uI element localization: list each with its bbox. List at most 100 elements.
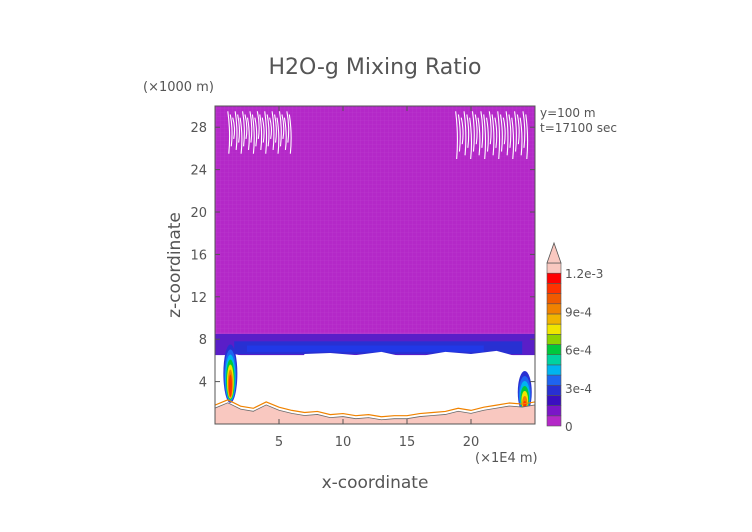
wave-streak bbox=[266, 114, 270, 147]
colorbar-swatch bbox=[546, 283, 562, 294]
colorbar-extend-arrow bbox=[546, 241, 562, 264]
x-tick-label: 5 bbox=[275, 435, 283, 450]
annotation-t: t=17100 sec bbox=[540, 121, 617, 135]
colorbar-swatch bbox=[546, 395, 562, 406]
y-tick-label: 16 bbox=[190, 248, 207, 263]
wave-streak bbox=[239, 117, 243, 154]
plume-contour bbox=[228, 374, 232, 397]
colorbar-tick-label: 9e-4 bbox=[565, 305, 592, 319]
annotation-y: y=100 m bbox=[540, 106, 596, 120]
y-tick-label: 12 bbox=[190, 291, 207, 306]
moist-band bbox=[215, 333, 535, 356]
colorbar-swatch bbox=[546, 364, 562, 376]
wave-streak bbox=[242, 111, 245, 147]
wave-streak bbox=[505, 111, 509, 156]
x-axis: 5 10 15 20 bbox=[275, 106, 479, 450]
wave-streak bbox=[251, 114, 255, 154]
y-axis-label: z-coordinate bbox=[165, 212, 185, 318]
wave-streak bbox=[286, 111, 290, 143]
terrain-contour bbox=[215, 399, 535, 418]
wave-streak bbox=[502, 117, 506, 145]
colorbar-swatch bbox=[546, 374, 562, 386]
wave-streak bbox=[254, 117, 258, 147]
colorbar-swatch bbox=[546, 262, 562, 274]
wave-streak bbox=[477, 117, 481, 156]
y-units-label: (×1000 m) bbox=[143, 80, 214, 95]
y-tick-label: 4 bbox=[199, 376, 207, 391]
wave-streak bbox=[288, 114, 292, 154]
wave-streak bbox=[269, 117, 272, 139]
x-axis-label: x-coordinate bbox=[322, 473, 429, 493]
wave-streak bbox=[508, 114, 512, 148]
colorbar-tick-label: 6e-4 bbox=[565, 344, 592, 358]
plume-1 bbox=[223, 344, 238, 403]
colorbar: 0 3e-4 6e-4 9e-4 1.2e-3 bbox=[546, 241, 603, 434]
colorbar-swatch bbox=[546, 344, 562, 355]
x-units-label: (×1E4 m) bbox=[475, 451, 538, 466]
wave-streak bbox=[274, 114, 277, 143]
wave-streak bbox=[511, 117, 515, 160]
upper-layer-grid bbox=[215, 106, 535, 334]
y-tick-label: 20 bbox=[190, 206, 207, 221]
wave-streak bbox=[497, 111, 501, 160]
colorbar-swatch bbox=[546, 293, 562, 305]
wave-streak bbox=[278, 111, 282, 147]
colorbar-swatch bbox=[546, 415, 562, 427]
wave-streak bbox=[460, 117, 464, 145]
wave-streak bbox=[455, 111, 458, 160]
wave-streak bbox=[491, 114, 495, 156]
wave-streak bbox=[514, 111, 517, 152]
chart-title: H2O-g Mixing Ratio bbox=[269, 55, 482, 80]
wave-streak bbox=[519, 117, 523, 156]
wave-streak bbox=[229, 114, 233, 147]
wave-streak bbox=[474, 114, 478, 145]
wave-streak bbox=[463, 111, 467, 156]
wave-streak bbox=[469, 117, 473, 160]
wave-streak bbox=[259, 114, 263, 151]
wave-region-1 bbox=[227, 111, 292, 154]
terrain bbox=[215, 402, 535, 424]
wave-streak bbox=[485, 117, 489, 152]
y-tick-label: 28 bbox=[190, 121, 207, 136]
wave-streak bbox=[276, 117, 280, 154]
y-axis: 4 8 12 16 20 24 28 bbox=[190, 121, 535, 391]
wave-streak bbox=[480, 111, 484, 148]
colorbar-swatch bbox=[546, 384, 562, 396]
colorbar-swatch bbox=[546, 334, 562, 345]
wave-streak bbox=[471, 111, 475, 152]
x-tick-label: 10 bbox=[335, 435, 352, 450]
wave-region-2 bbox=[455, 111, 529, 160]
wave-streak bbox=[264, 111, 268, 154]
wave-streak bbox=[466, 114, 470, 148]
moist-band-inner bbox=[247, 345, 484, 352]
wave-streak bbox=[261, 117, 265, 143]
wave-streak bbox=[234, 111, 238, 151]
plot-frame bbox=[214, 105, 536, 425]
wave-streak bbox=[271, 111, 275, 151]
wave-streak bbox=[457, 114, 461, 152]
wave-streak bbox=[283, 117, 287, 151]
colorbar-tick-label: 3e-4 bbox=[565, 382, 592, 396]
wave-streak bbox=[246, 117, 250, 151]
y-tick-label: 24 bbox=[190, 164, 207, 179]
undefined-region bbox=[217, 350, 530, 403]
wave-streak bbox=[232, 117, 236, 139]
wave-streak bbox=[494, 117, 498, 148]
y-tick-label: 8 bbox=[199, 333, 207, 348]
wave-streak bbox=[483, 114, 487, 160]
wave-streak bbox=[244, 114, 248, 139]
wave-streak bbox=[499, 114, 503, 152]
colorbar-swatch bbox=[546, 303, 562, 315]
wave-streak bbox=[516, 114, 520, 145]
wave-streak bbox=[522, 111, 526, 148]
wave-streak bbox=[525, 114, 529, 160]
colorbar-tick-label: 1.2e-3 bbox=[565, 267, 603, 281]
colorbar-swatch bbox=[546, 354, 562, 366]
colorbar-swatch bbox=[546, 405, 562, 417]
wave-streak bbox=[227, 111, 231, 154]
colorbar-swatch bbox=[546, 323, 562, 335]
plot-area bbox=[215, 106, 535, 424]
x-tick-label: 20 bbox=[463, 435, 480, 450]
colorbar-tick-label: 0 bbox=[565, 420, 573, 434]
